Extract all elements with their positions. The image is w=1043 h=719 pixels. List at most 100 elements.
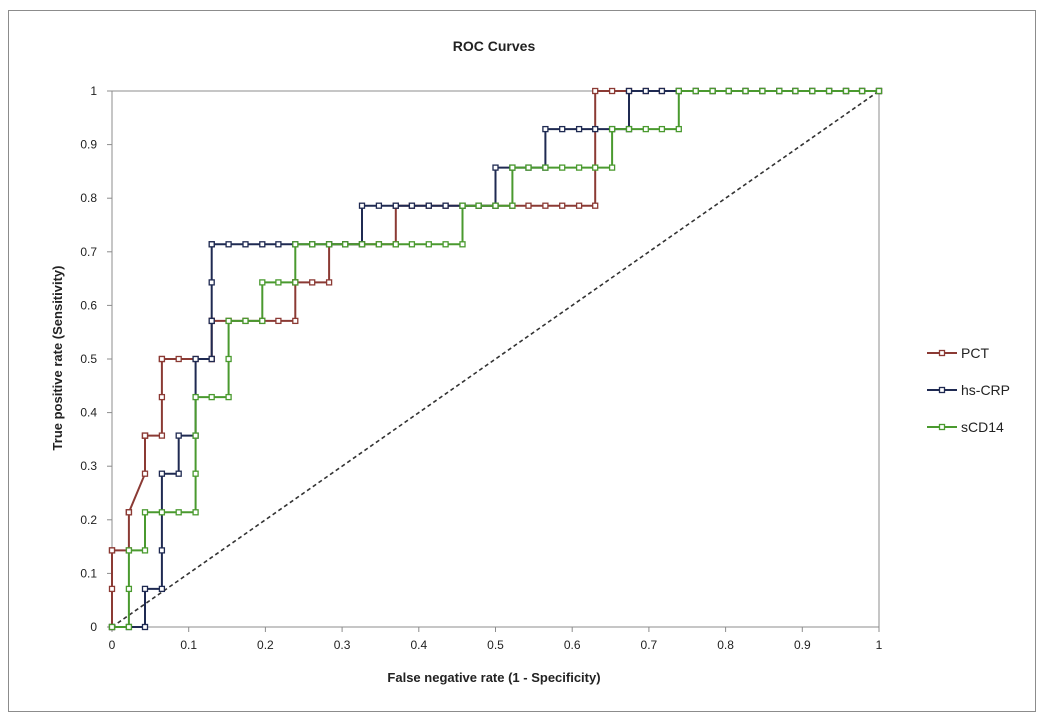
data-point <box>392 241 399 248</box>
y-tick-label: 0.4 <box>80 406 97 420</box>
data-point <box>125 623 133 631</box>
series-hs-crp <box>108 87 883 631</box>
legend: PCT hs-CRP sCD14 <box>927 345 1010 435</box>
data-point <box>675 87 682 95</box>
x-axis-ticks: 0 0.1 0.2 0.3 0.4 0.5 0.6 0.7 0.8 0.9 1 <box>109 627 883 652</box>
data-point <box>275 279 282 286</box>
data-point <box>692 87 699 95</box>
data-point <box>592 164 599 171</box>
legend-marker <box>938 349 946 357</box>
data-point <box>709 87 716 95</box>
data-point <box>192 432 199 439</box>
data-point <box>858 87 866 95</box>
y-tick-label: 0 <box>90 620 97 634</box>
x-tick-label: 0.2 <box>257 638 274 652</box>
legend-item: sCD14 <box>927 419 1004 435</box>
data-point <box>492 202 499 209</box>
data-point <box>375 202 383 209</box>
data-point <box>642 87 649 95</box>
data-point <box>225 393 232 401</box>
x-tick-label: 0.1 <box>180 638 197 652</box>
data-point <box>208 393 215 401</box>
data-point <box>292 279 299 286</box>
data-point <box>208 317 215 325</box>
data-point <box>875 87 883 95</box>
data-point <box>158 470 166 477</box>
data-point <box>559 202 566 209</box>
data-point <box>325 241 333 248</box>
data-point <box>509 202 516 209</box>
data-point <box>141 547 149 554</box>
data-point <box>825 87 833 95</box>
data-point <box>725 87 732 95</box>
data-point <box>358 202 366 209</box>
legend-item: PCT <box>927 345 989 361</box>
data-point <box>208 355 215 363</box>
data-point <box>225 355 232 363</box>
data-point <box>125 547 133 554</box>
data-point <box>759 87 766 95</box>
legend-marker <box>938 423 946 431</box>
data-point <box>425 202 432 209</box>
data-point <box>375 241 383 248</box>
data-point <box>141 432 149 439</box>
data-point <box>158 509 166 516</box>
data-point <box>592 125 599 133</box>
data-point <box>542 125 549 133</box>
data-point <box>408 241 416 248</box>
y-tick-label: 0.1 <box>80 566 97 580</box>
data-point <box>509 164 516 171</box>
data-point <box>259 279 266 286</box>
data-point <box>658 125 666 133</box>
data-point <box>675 125 682 133</box>
data-point <box>192 470 199 477</box>
data-point <box>208 241 215 248</box>
y-tick-label: 1 <box>90 84 97 98</box>
data-point <box>225 317 232 325</box>
data-point <box>242 317 249 325</box>
legend-item: hs-CRP <box>927 382 1010 398</box>
series-scd14 <box>108 87 883 631</box>
data-point <box>742 87 749 95</box>
data-point <box>141 509 149 516</box>
data-point <box>259 241 266 248</box>
data-point <box>842 87 850 95</box>
x-tick-label: 0.7 <box>641 638 658 652</box>
data-point <box>192 393 199 401</box>
legend-label: hs-CRP <box>961 382 1010 398</box>
x-tick-label: 0.9 <box>794 638 811 652</box>
data-point <box>559 164 566 171</box>
x-tick-label: 0.8 <box>717 638 734 652</box>
data-point <box>392 202 399 209</box>
data-point <box>242 241 249 248</box>
data-point <box>525 164 532 171</box>
data-point <box>658 87 666 95</box>
data-point <box>275 317 282 325</box>
y-tick-label: 0.6 <box>80 298 97 312</box>
data-point <box>325 279 333 286</box>
data-point <box>225 241 232 248</box>
data-point <box>192 509 199 516</box>
data-point <box>776 87 783 95</box>
x-tick-label: 0.5 <box>487 638 504 652</box>
data-point <box>542 202 549 209</box>
data-point <box>492 164 499 171</box>
data-point <box>408 202 416 209</box>
data-point <box>292 241 299 248</box>
data-point <box>542 164 549 171</box>
data-point <box>525 202 532 209</box>
legend-label: sCD14 <box>961 419 1004 435</box>
x-tick-label: 0.6 <box>564 638 581 652</box>
x-tick-label: 0 <box>109 638 116 652</box>
data-point <box>608 87 616 95</box>
reference-diagonal-line <box>111 90 880 628</box>
legend-marker <box>938 386 946 394</box>
data-point <box>442 241 449 248</box>
data-point <box>158 393 166 401</box>
data-point <box>625 125 633 133</box>
data-point <box>175 355 182 363</box>
x-tick-label: 1 <box>876 638 883 652</box>
data-point <box>358 241 366 248</box>
data-point <box>475 202 482 209</box>
